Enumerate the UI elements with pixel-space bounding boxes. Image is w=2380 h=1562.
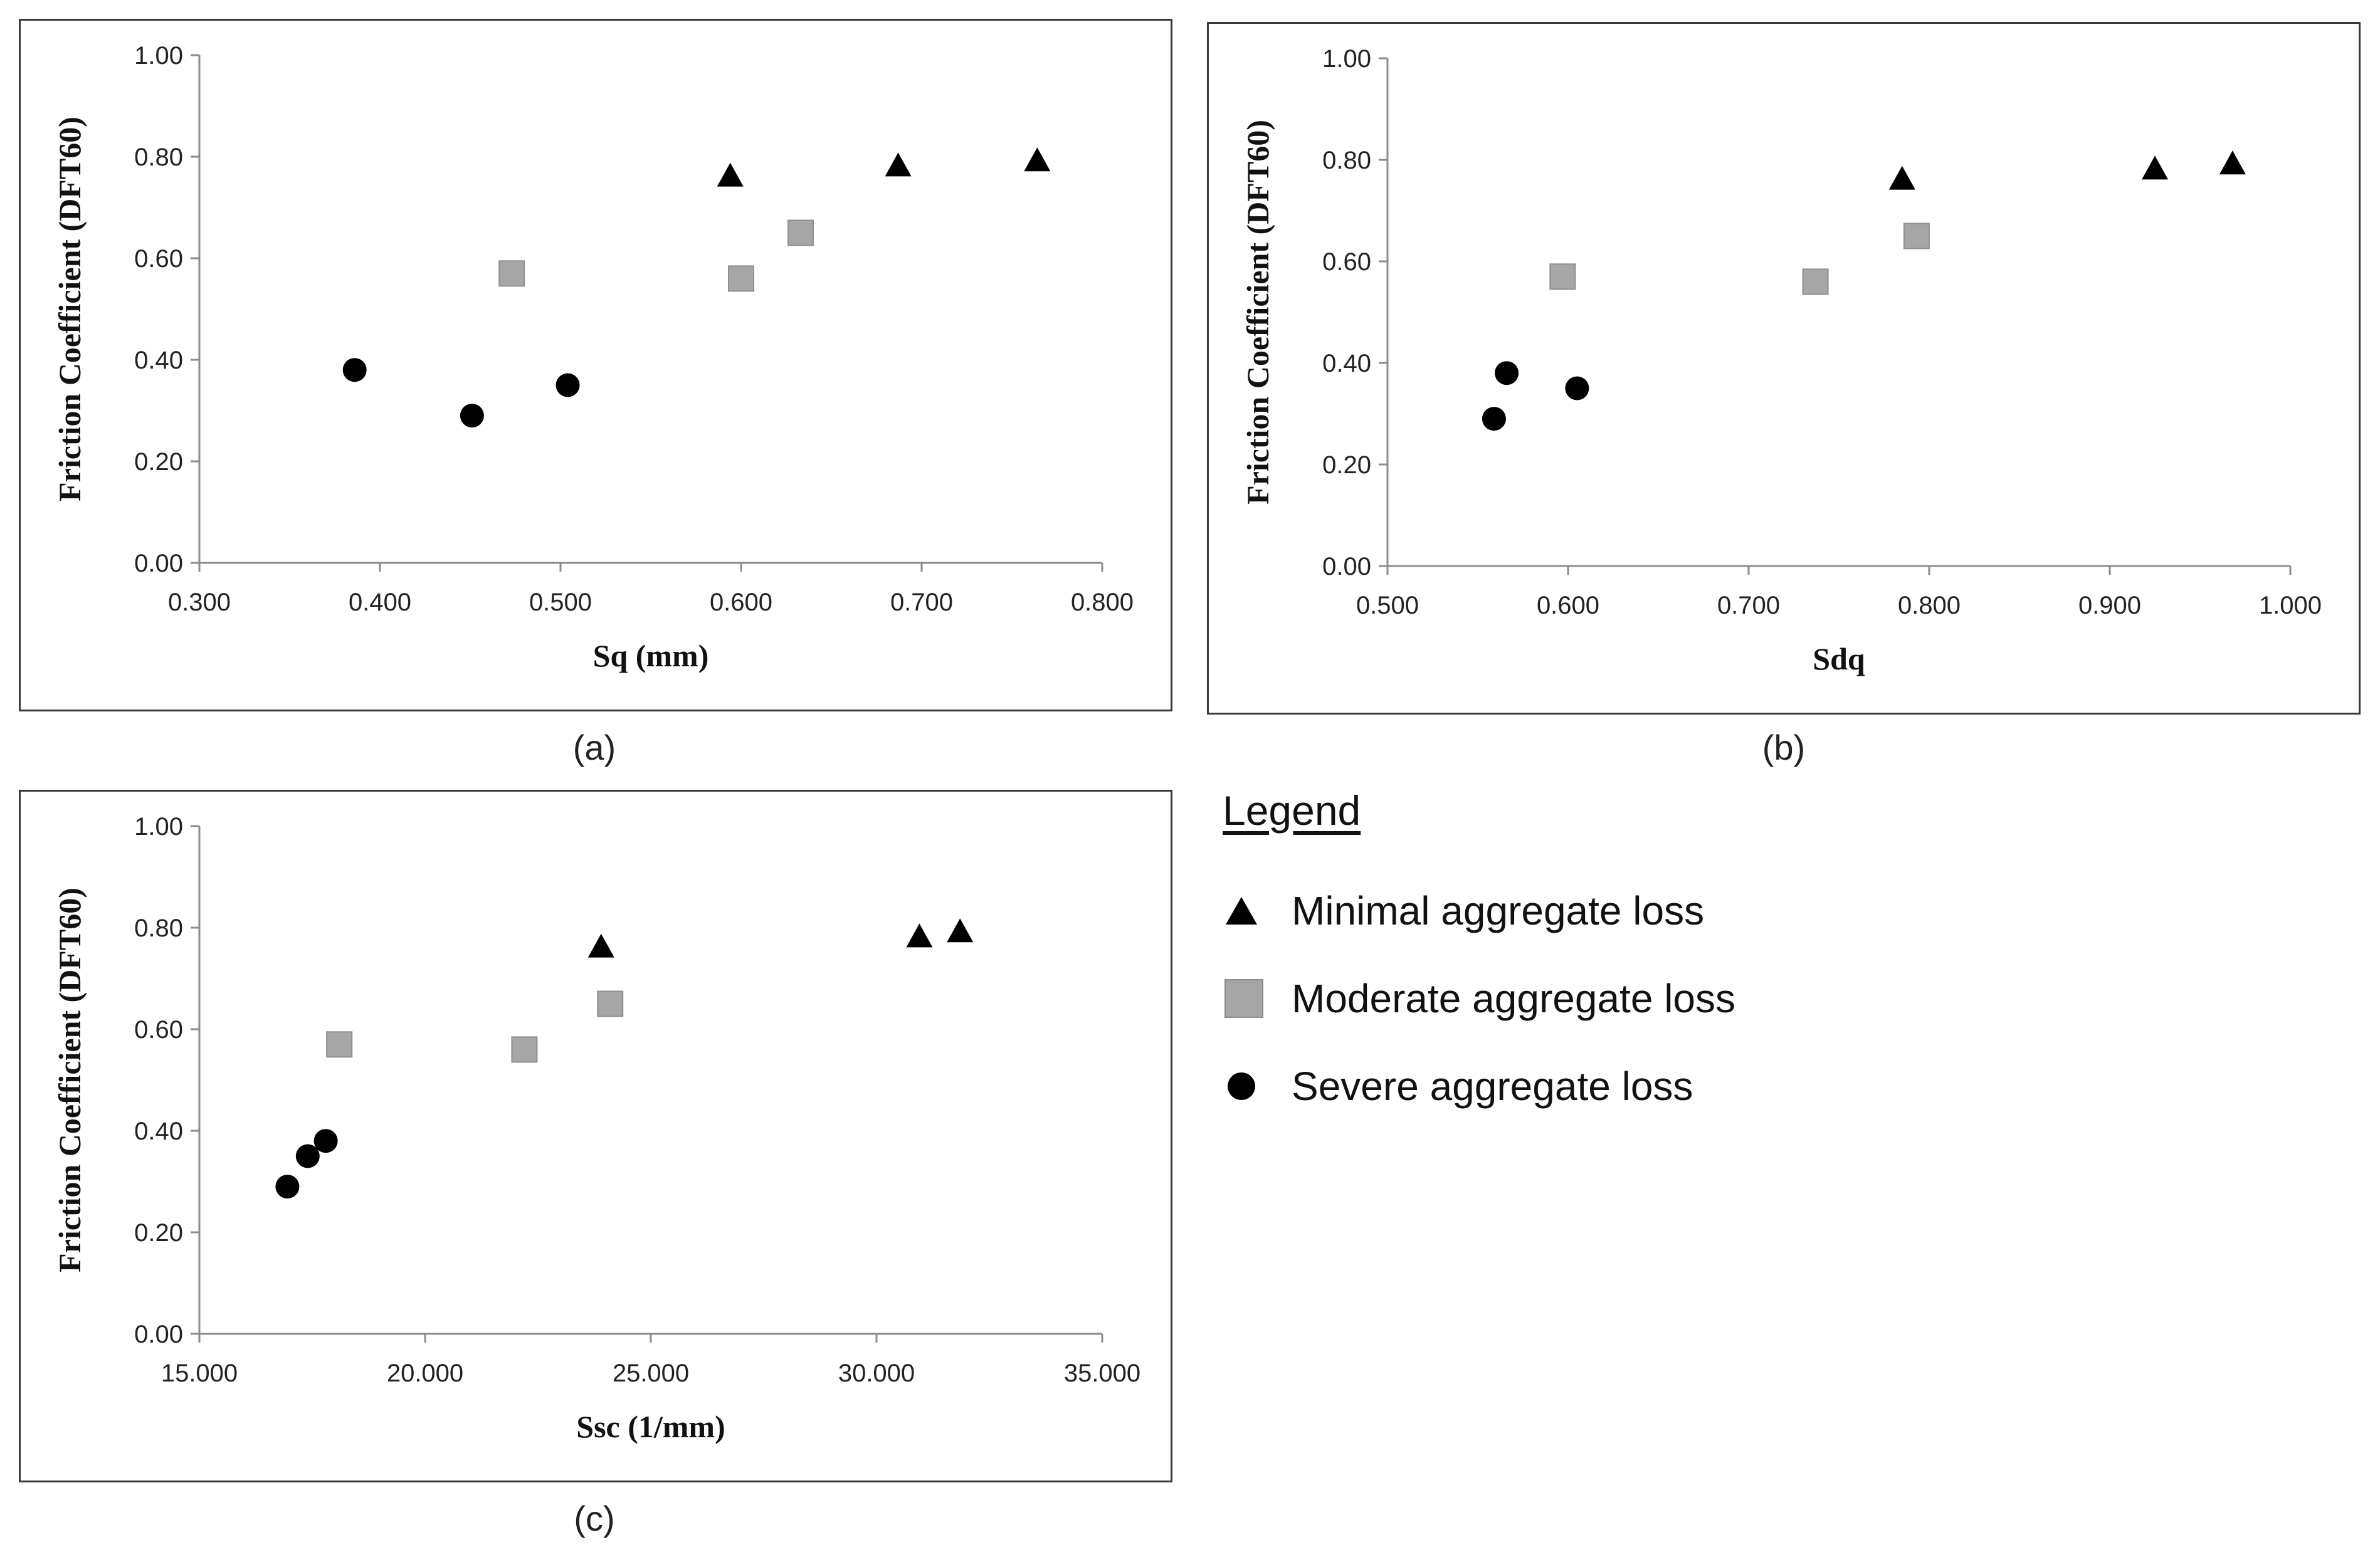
y-tick-label: 0.40 — [1322, 350, 1371, 377]
y-axis-title: Friction Coefficient (DFT60) — [52, 888, 87, 1272]
triangle-marker-icon — [1223, 883, 1279, 939]
x-tick-label: 0.800 — [1071, 589, 1134, 616]
y-tick-label: 0.00 — [134, 550, 183, 577]
data-point-moderate — [1802, 268, 1829, 295]
data-point-minimal — [1888, 165, 1915, 190]
x-tick-label: 0.500 — [1356, 592, 1419, 619]
x-tick-label: 20.000 — [387, 1360, 463, 1387]
scatter-chart-c: 0.00 0.20 0.40 0.60 0.80 1.00 15.000 20.000 25.0… — [52, 813, 1140, 1444]
caption-c: (c) — [574, 1499, 615, 1538]
data-point-severe — [1482, 407, 1506, 431]
y-tick-label: 0.80 — [134, 915, 183, 942]
panel-b-frame: 0.00 0.20 0.40 0.60 0.80 1.00 0.500 0.600 0.700 0… — [1207, 22, 2361, 715]
y-tick-label: 0.80 — [134, 144, 183, 171]
data-point-minimal — [906, 923, 933, 948]
x-tick-label: 1.000 — [2259, 592, 2322, 619]
x-tick-label: 0.400 — [349, 589, 411, 616]
x-tick-label: 0.800 — [1898, 592, 1961, 619]
y-tick-label: 0.40 — [134, 1118, 183, 1145]
data-point-minimal — [2219, 150, 2246, 175]
data-point-severe — [313, 1129, 338, 1153]
x-tick-label: 30.000 — [838, 1360, 915, 1387]
x-tick-label: 0.300 — [168, 589, 231, 616]
y-tick-label: 1.00 — [134, 813, 183, 841]
data-point-moderate — [498, 260, 525, 287]
y-tick-label: 0.60 — [134, 1016, 183, 1044]
x-axis-title: Sdq — [1813, 641, 1865, 676]
legend-label-severe: Severe aggregate loss — [1292, 1064, 1693, 1109]
x-axis-title: Sq (mm) — [593, 638, 709, 673]
legend-item-moderate: Moderate aggregate loss — [1223, 955, 1735, 1042]
panel-c-frame: 0.00 0.20 0.40 0.60 0.80 1.00 15.000 20.000 25.0… — [19, 790, 1172, 1482]
data-point-moderate — [728, 265, 754, 292]
y-tick-label: 1.00 — [1322, 45, 1371, 73]
legend: Legend Minimal aggregate loss Moderate a… — [1223, 787, 1735, 1130]
data-point-severe — [295, 1144, 320, 1168]
scatter-chart-a: 0.00 0.20 0.40 0.60 0.80 1.00 0.300 0.400 0.500 0… — [52, 42, 1134, 673]
y-axis-title: Friction Coefficient (DFT60) — [1240, 120, 1275, 505]
data-point-moderate — [787, 219, 814, 246]
panel-a-frame: 0.00 0.20 0.40 0.60 0.80 1.00 0.300 0.400 0.500 0… — [19, 19, 1172, 711]
legend-title: Legend — [1223, 787, 1361, 834]
y-tick-label: 0.40 — [134, 347, 183, 374]
data-point-severe — [460, 404, 484, 428]
x-tick-label: 35.000 — [1064, 1360, 1140, 1387]
y-axis-title: Friction Coefficient (DFT60) — [52, 117, 87, 501]
legend-item-severe: Severe aggregate loss — [1223, 1042, 1735, 1130]
legend-item-minimal: Minimal aggregate loss — [1223, 867, 1735, 955]
x-tick-label: 0.600 — [710, 589, 772, 616]
data-point-moderate — [511, 1036, 538, 1063]
data-point-minimal — [717, 162, 744, 187]
circle-marker-icon — [1223, 1058, 1279, 1114]
legend-label-moderate: Moderate aggregate loss — [1292, 976, 1735, 1021]
data-point-minimal — [2142, 155, 2168, 180]
scatter-chart-b: 0.00 0.20 0.40 0.60 0.80 1.00 0.500 0.600 0.700 0… — [1240, 45, 2322, 676]
square-marker-icon — [1223, 970, 1279, 1027]
y-tick-label: 0.60 — [134, 245, 183, 273]
data-point-moderate — [1549, 263, 1576, 290]
y-tick-label: 0.00 — [134, 1321, 183, 1348]
data-point-minimal — [947, 918, 974, 943]
x-tick-label: 0.500 — [529, 589, 592, 616]
y-tick-label: 0.60 — [1322, 248, 1371, 276]
data-point-minimal — [1024, 147, 1051, 172]
data-point-severe — [342, 358, 367, 382]
x-tick-label: 0.600 — [1537, 592, 1599, 619]
y-tick-label: 0.00 — [1322, 553, 1371, 580]
data-point-minimal — [587, 933, 614, 958]
data-point-moderate — [597, 990, 624, 1017]
x-tick-label: 0.700 — [1717, 592, 1780, 619]
y-tick-label: 1.00 — [134, 42, 183, 70]
data-point-severe — [1565, 376, 1589, 401]
x-axis-title: Ssc (1/mm) — [576, 1409, 725, 1444]
x-tick-label: 0.900 — [2078, 592, 2141, 619]
y-tick-label: 0.80 — [1322, 147, 1371, 174]
caption-b: (b) — [1762, 728, 1806, 767]
y-tick-label: 0.20 — [134, 448, 183, 476]
legend-label-minimal: Minimal aggregate loss — [1292, 888, 1705, 933]
data-point-moderate — [326, 1031, 353, 1058]
data-point-minimal — [885, 152, 912, 177]
x-tick-label: 15.000 — [161, 1360, 238, 1387]
x-tick-label: 25.000 — [613, 1360, 689, 1387]
data-point-moderate — [1903, 223, 1930, 249]
x-tick-label: 0.700 — [890, 589, 953, 616]
y-tick-label: 0.20 — [134, 1219, 183, 1247]
data-point-severe — [275, 1175, 300, 1199]
data-point-severe — [556, 373, 580, 397]
data-point-severe — [1495, 361, 1519, 385]
y-tick-label: 0.20 — [1322, 451, 1371, 479]
caption-a: (a) — [572, 728, 616, 767]
